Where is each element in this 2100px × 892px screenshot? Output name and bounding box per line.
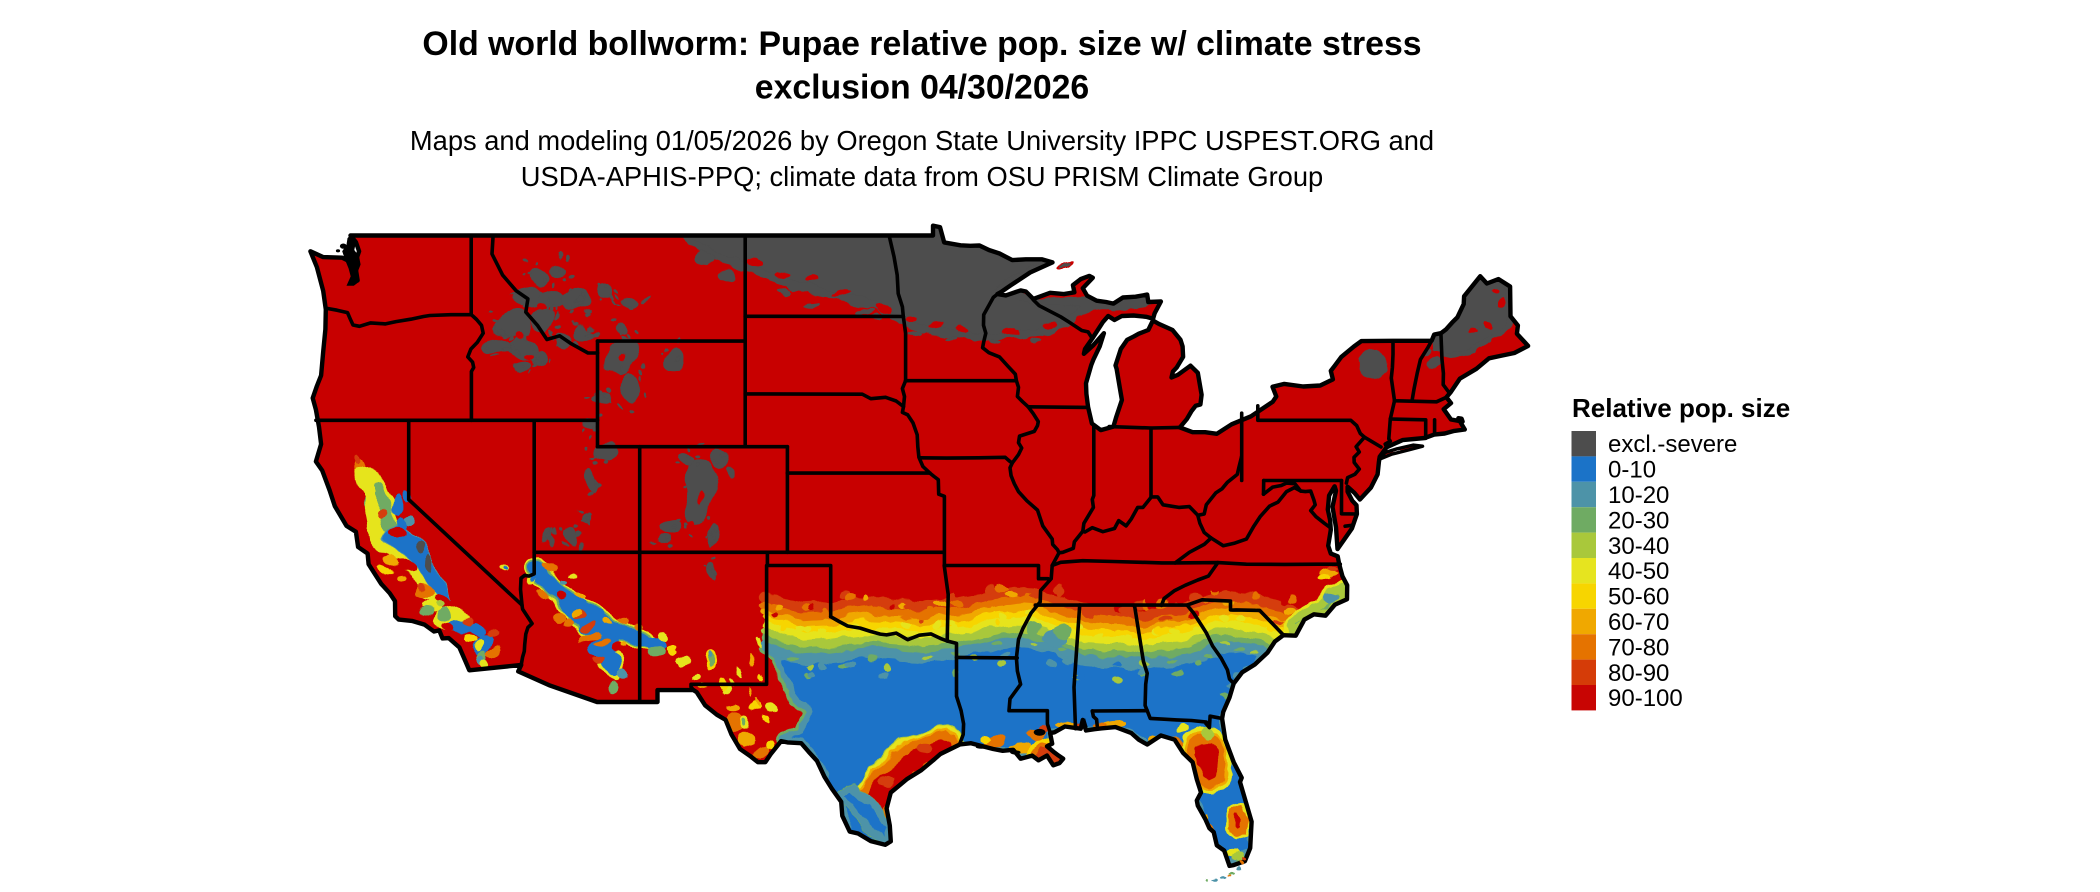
svg-text:10-20: 10-20 xyxy=(1608,482,1669,509)
svg-text:exclusion 04/30/2026: exclusion 04/30/2026 xyxy=(755,69,1089,107)
svg-text:Relative pop. size: Relative pop. size xyxy=(1572,393,1790,423)
svg-text:50-60: 50-60 xyxy=(1608,584,1669,611)
svg-text:40-50: 40-50 xyxy=(1608,558,1669,585)
svg-text:USDA-APHIS-PPQ; climate data f: USDA-APHIS-PPQ; climate data from OSU PR… xyxy=(521,161,1323,192)
svg-text:90-100: 90-100 xyxy=(1608,685,1683,712)
svg-text:Old world bollworm: Pupae rela: Old world bollworm: Pupae relative pop. … xyxy=(422,25,1421,63)
svg-text:30-40: 30-40 xyxy=(1608,533,1669,560)
svg-text:60-70: 60-70 xyxy=(1608,609,1669,636)
svg-text:20-30: 20-30 xyxy=(1608,507,1669,534)
svg-text:excl.-severe: excl.-severe xyxy=(1608,431,1737,458)
svg-text:80-90: 80-90 xyxy=(1608,660,1669,687)
svg-text:Maps and modeling 01/05/2026 b: Maps and modeling 01/05/2026 by Oregon S… xyxy=(410,125,1434,156)
svg-text:70-80: 70-80 xyxy=(1608,634,1669,661)
svg-text:0-10: 0-10 xyxy=(1608,457,1656,484)
